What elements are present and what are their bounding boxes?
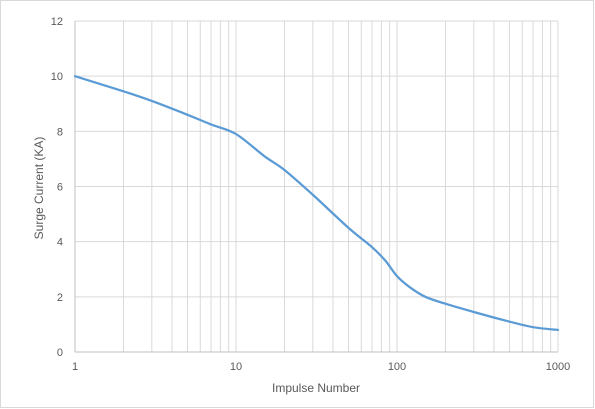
y-tick-label: 10 [51, 71, 63, 83]
y-tick-label: 2 [57, 292, 63, 304]
y-tick-label: 8 [57, 126, 63, 138]
y-axis-title: Surge Current (KA) [32, 137, 46, 240]
y-tick-label: 4 [57, 237, 63, 249]
x-tick-label: 1000 [546, 361, 570, 373]
y-tick-label: 6 [57, 182, 63, 194]
x-tick-label: 100 [388, 361, 406, 373]
x-tick-label: 10 [230, 361, 242, 373]
x-tick-label: 1 [72, 361, 78, 373]
y-tick-label: 12 [51, 16, 63, 28]
surge-current-series-line [73, 75, 560, 332]
x-axis-title: Impulse Number [272, 381, 360, 395]
y-tick-label: 0 [57, 347, 63, 359]
